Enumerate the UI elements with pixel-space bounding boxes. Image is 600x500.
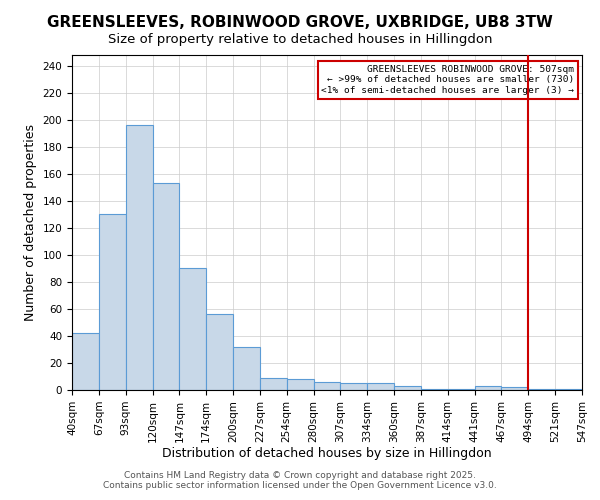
X-axis label: Distribution of detached houses by size in Hillingdon: Distribution of detached houses by size … [162,448,492,460]
Bar [233,347,260,390]
Text: GREENSLEEVES, ROBINWOOD GROVE, UXBRIDGE, UB8 3TW: GREENSLEEVES, ROBINWOOD GROVE, UXBRIDGE,… [47,15,553,30]
Bar [448,388,475,390]
Bar [475,386,502,390]
Bar [555,388,582,390]
Bar [206,314,233,390]
Bar [72,334,99,390]
Bar [287,379,314,390]
Text: Contains HM Land Registry data © Crown copyright and database right 2025.
Contai: Contains HM Land Registry data © Crown c… [103,470,497,490]
Text: GREENSLEEVES ROBINWOOD GROVE: 507sqm
← >99% of detached houses are smaller (730): GREENSLEEVES ROBINWOOD GROVE: 507sqm ← >… [322,65,574,95]
Bar [367,383,394,390]
Bar [502,388,529,390]
Bar [394,386,421,390]
Bar [99,214,125,390]
Bar [529,388,555,390]
Bar [421,388,448,390]
Text: Size of property relative to detached houses in Hillingdon: Size of property relative to detached ho… [108,32,492,46]
Bar [314,382,340,390]
Bar [260,378,287,390]
Bar [125,125,152,390]
Bar [152,184,179,390]
Y-axis label: Number of detached properties: Number of detached properties [24,124,37,321]
Bar [179,268,206,390]
Bar [340,383,367,390]
